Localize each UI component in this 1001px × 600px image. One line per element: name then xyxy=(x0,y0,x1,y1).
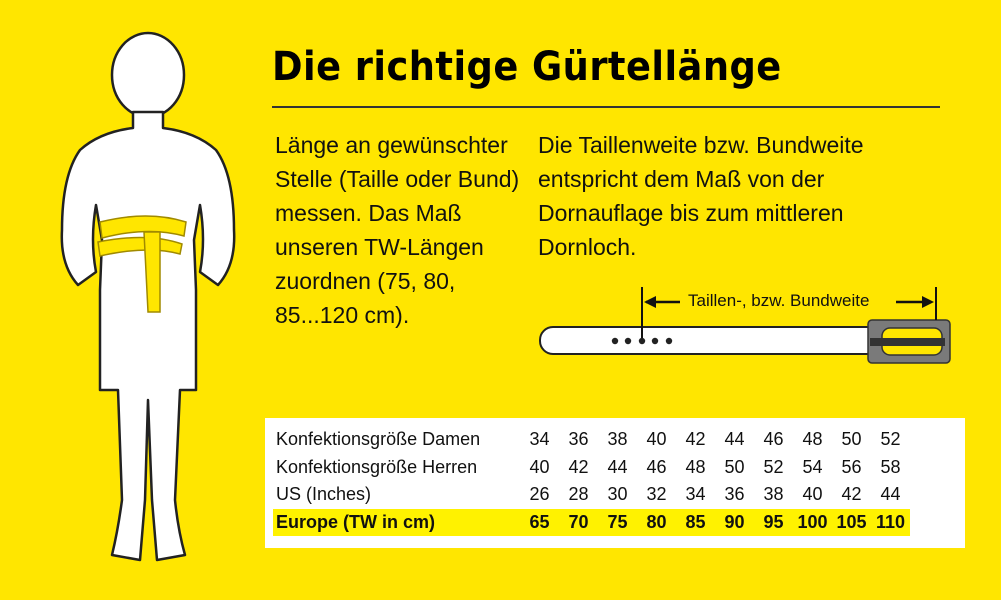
size-cell: 85 xyxy=(676,508,715,536)
size-cell: 44 xyxy=(880,484,901,505)
size-cell: 34 xyxy=(685,484,706,505)
size-cell: 28 xyxy=(568,484,589,505)
size-cell: 46 xyxy=(763,429,784,450)
size-table-grid: Konfektionsgröße Damen 34 36 38 40 42 44 46 48 50… xyxy=(273,426,910,536)
belt-diagram xyxy=(539,287,951,364)
size-cell: 65 xyxy=(520,508,559,536)
belt-holes xyxy=(611,337,673,345)
size-cell: 34 xyxy=(529,429,550,450)
table-row: US (Inches) 26 28 30 32 34 36 38 40 42 44 xyxy=(273,481,910,509)
page-title: Die richtige Gürtellänge xyxy=(272,44,782,90)
size-cell: 58 xyxy=(880,456,901,477)
table-row: Europe (TW in cm) 65 70 75 80 85 90 95 100 105 110 xyxy=(273,508,910,536)
waist-explanation: Die Taillenweite bzw. Bundweite entspric… xyxy=(538,132,864,260)
size-cell: 110 xyxy=(871,508,910,536)
size-cell: 52 xyxy=(763,456,784,477)
size-cell: 44 xyxy=(724,429,745,450)
size-cell: 38 xyxy=(607,429,628,450)
row-label: Konfektionsgröße Herren xyxy=(276,456,478,477)
size-cell: 40 xyxy=(646,429,667,450)
row-label: US (Inches) xyxy=(276,484,372,505)
size-cell: 42 xyxy=(685,429,706,450)
size-cell: 52 xyxy=(880,429,901,450)
size-cell: 42 xyxy=(568,456,589,477)
tape-measure xyxy=(97,215,187,313)
size-cell: 48 xyxy=(685,456,706,477)
size-cell: 75 xyxy=(598,508,637,536)
size-cell: 44 xyxy=(607,456,628,477)
belt-label: Taillen-, bzw. Bundweite xyxy=(688,291,870,310)
size-table: Konfektionsgröße Damen 34 36 38 40 42 44 46 48 50… xyxy=(265,418,965,548)
size-cell: 90 xyxy=(715,508,754,536)
table-row: Konfektionsgröße Herren 40 42 44 46 48 50 52 54 5… xyxy=(273,454,910,482)
size-cell: 32 xyxy=(646,484,667,505)
size-cell: 70 xyxy=(559,508,598,536)
size-cell: 100 xyxy=(793,508,832,536)
size-cell: 46 xyxy=(646,456,667,477)
size-cell: 40 xyxy=(529,456,550,477)
size-cell: 26 xyxy=(529,484,550,505)
size-cell: 30 xyxy=(607,484,628,505)
size-cell: 50 xyxy=(724,456,745,477)
size-cell: 48 xyxy=(802,429,823,450)
size-cell: 80 xyxy=(637,508,676,536)
size-cell: 105 xyxy=(832,508,871,536)
size-cell: 95 xyxy=(754,508,793,536)
measure-instructions: Länge an gewünschter Stelle (Taille oder… xyxy=(275,132,520,328)
row-label: Europe (TW in cm) xyxy=(273,508,520,536)
size-cell: 50 xyxy=(841,429,862,450)
row-label: Konfektionsgröße Damen xyxy=(276,429,481,450)
table-row: Konfektionsgröße Damen 34 36 38 40 42 44 46 48 50… xyxy=(273,426,910,454)
size-cell: 54 xyxy=(802,456,823,477)
title-divider xyxy=(272,106,940,108)
size-cell: 36 xyxy=(724,484,745,505)
size-cell: 38 xyxy=(763,484,784,505)
size-cell: 42 xyxy=(841,484,862,505)
size-cell: 56 xyxy=(841,456,862,477)
size-cell: 40 xyxy=(802,484,823,505)
size-cell: 36 xyxy=(568,429,589,450)
